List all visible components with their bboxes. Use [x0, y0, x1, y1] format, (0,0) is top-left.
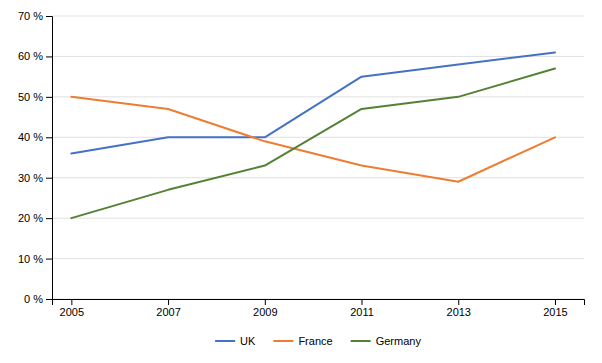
legend-swatch [351, 340, 371, 342]
x-axis-tick-mark [362, 299, 363, 305]
x-axis-tick: 2009 [253, 299, 277, 318]
y-axis-tick-label: 60 % [18, 50, 43, 62]
y-axis-tick-mark [46, 218, 52, 219]
x-axis-tick-mark [265, 299, 266, 305]
grid-line [52, 137, 584, 138]
y-axis-line [46, 17, 53, 300]
y-axis-tick-mark [46, 259, 52, 260]
legend-label: Germany [376, 335, 422, 347]
y-axis-tick-label: 0 % [24, 293, 43, 305]
x-axis-tick: 2013 [447, 299, 471, 318]
x-axis-tick: 2005 [60, 299, 84, 318]
series-line [71, 69, 555, 219]
y-axis-tick-mark [46, 97, 52, 98]
x-axis-tick-label: 2007 [156, 306, 180, 318]
legend-item: UK [215, 335, 256, 347]
y-axis-tick-mark [46, 178, 52, 179]
x-axis-tick-label: 2013 [447, 306, 471, 318]
x-axis-line [53, 300, 585, 306]
y-axis-tick: 20 % [18, 212, 52, 224]
y-axis-tick-label: 70 % [18, 10, 43, 22]
legend: UK France Germany [215, 335, 421, 347]
plot-area [71, 52, 555, 218]
y-axis-tick: 60 % [18, 50, 52, 62]
x-axis-tick-mark [71, 299, 72, 305]
grid-line [52, 56, 584, 57]
x-axis-tick-mark [458, 299, 459, 305]
x-axis-tick-label: 2005 [60, 306, 84, 318]
y-axis-tick: 50 % [18, 91, 52, 103]
grid-line [52, 16, 584, 17]
grid-line [52, 218, 584, 219]
y-axis-tick-label: 10 % [18, 253, 43, 265]
series-line [71, 97, 555, 182]
y-axis-tick-label: 40 % [18, 131, 43, 143]
y-axis-tick-label: 20 % [18, 212, 43, 224]
y-axis-tick-mark [46, 137, 52, 138]
legend-swatch [215, 340, 235, 342]
y-axis-tick: 0 % [24, 293, 52, 305]
y-axis-tick-mark [46, 56, 52, 57]
legend-label: France [298, 335, 332, 347]
legend-item: Germany [351, 335, 422, 347]
legend-swatch [273, 340, 293, 342]
x-axis-tick-label: 2015 [543, 306, 567, 318]
chart-svg: 2005 2007 2009 2011 2013 2015 0 % 10 % 20 % 30 % 4… [0, 0, 602, 363]
legend-label: UK [240, 335, 256, 347]
x-axis-tick-mark [168, 299, 169, 305]
grid [52, 16, 584, 299]
y-axis-tick-mark [46, 299, 52, 300]
grid-line [52, 96, 584, 97]
x-axis-tick: 2015 [543, 299, 567, 318]
y-axis: 0 % 10 % 20 % 30 % 40 % 50 % 60 % 70 % [18, 10, 53, 305]
y-axis-tick: 70 % [18, 10, 52, 22]
x-axis-tick-label: 2011 [350, 306, 374, 318]
y-axis-tick-label: 50 % [18, 91, 43, 103]
x-axis-tick-label: 2009 [253, 306, 277, 318]
grid-line [52, 177, 584, 178]
y-axis-tick-label: 30 % [18, 172, 43, 184]
legend-item: France [273, 335, 332, 347]
y-axis-tick: 40 % [18, 131, 52, 143]
x-axis-tick: 2011 [350, 299, 374, 318]
chart-container: 2005 2007 2009 2011 2013 2015 0 % 10 % 20 % 30 % 4… [0, 0, 602, 363]
x-axis-tick-mark [555, 299, 556, 305]
x-axis: 2005 2007 2009 2011 2013 2015 [53, 299, 585, 318]
x-axis-tick: 2007 [156, 299, 180, 318]
y-axis-tick: 10 % [18, 253, 52, 265]
grid-line [52, 258, 584, 259]
y-axis-tick-mark [46, 16, 52, 17]
y-axis-tick: 30 % [18, 172, 52, 184]
